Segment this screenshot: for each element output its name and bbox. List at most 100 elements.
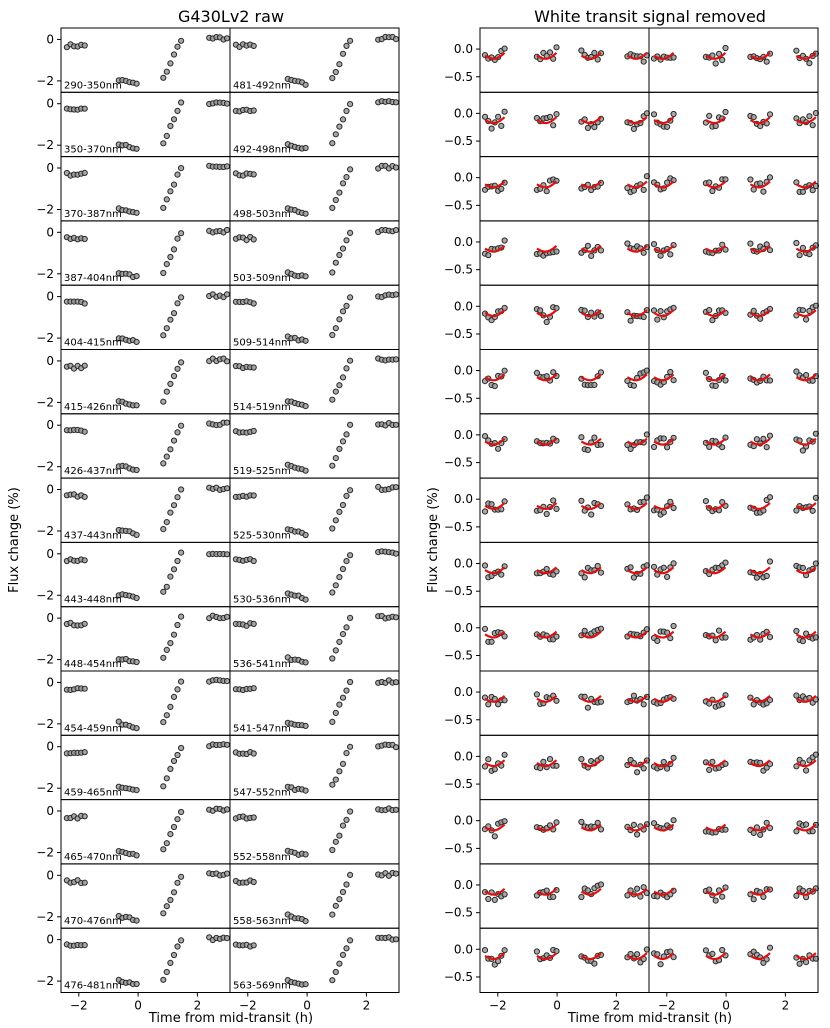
raw-panel-r7-c1: 426-437nm 0 −2 [36,413,231,479]
model-curve [653,52,675,60]
y-tick-label: 0.0 [454,749,473,763]
y-tick-label: −0.5 [444,134,473,148]
data-point [133,725,140,732]
data-point [392,744,400,751]
y-tick-label: −0.5 [444,970,473,984]
data-point [670,817,677,824]
data-point [553,762,560,769]
data-point [591,434,598,441]
data-point [170,951,178,959]
data-point [766,111,774,118]
data-point [763,241,770,248]
data-point [719,56,726,64]
model-curve [705,502,727,510]
y-tick-label: 0 [46,868,54,882]
y-tick-label: −0.5 [444,391,473,405]
data-point [702,947,710,954]
data-point [702,498,710,505]
data-point [174,943,181,950]
y-tick-label: −2 [36,588,54,602]
data-point [392,550,400,557]
data-point [329,462,336,469]
data-point [133,402,140,409]
data-point [160,204,167,211]
residual-panel-r5-c2 [648,284,820,351]
raw-panel-r9-c2: 530-536nm [229,541,400,608]
x-tick-label: 2 [194,999,202,1013]
data-point [178,165,185,172]
data-point [670,560,677,567]
model-curve [705,630,727,639]
data-point [706,766,713,774]
panel-frame [479,156,650,222]
wavelength-band-label: 465-470nm [64,852,122,863]
model-curve [484,630,506,639]
data-point [163,712,170,719]
data-point [167,640,174,647]
data-point [488,125,495,132]
data-point [174,107,181,115]
data-point [540,758,547,765]
x-tick-label: −2 [489,999,507,1013]
data-point [81,235,88,243]
data-point [643,367,651,374]
data-point [339,245,347,252]
data-point [160,846,167,853]
data-point [712,60,719,67]
data-point [339,374,347,381]
data-point [170,757,178,765]
data-point [553,697,560,704]
data-point [81,300,88,307]
data-point [578,47,585,54]
model-curve [626,952,648,961]
y-tick-label: 0.0 [454,428,473,442]
data-point [654,637,661,645]
model-curve [484,887,506,896]
model-curve [795,695,817,703]
data-point [766,432,774,439]
data-point [627,564,634,571]
wavelength-band-label: 470-476nm [64,916,122,927]
raw-panel-r13-c2: 552-558nm [229,799,400,865]
panel-frame [648,284,819,351]
data-point [578,756,585,763]
data-point [339,888,347,896]
raw-panel-r11-c2: 541-547nm [229,670,400,736]
data-point [178,359,185,366]
data-point [543,565,550,573]
model-curve [580,180,602,189]
data-point [650,443,658,451]
model-curve [749,887,771,896]
data-point [343,365,350,372]
model-curve [536,695,558,703]
model-curve [580,566,602,575]
residual-panel-r7-c1: 0.0 −0.5 [444,413,651,479]
data-point [163,261,170,268]
data-point [803,372,810,379]
data-point [160,74,167,81]
model-curve [653,759,675,768]
raw-panel-r2-c2: 492-498nm [229,91,400,158]
data-point [812,110,820,117]
model-curve [484,759,506,768]
data-point [634,885,641,892]
residual-panel-r15-c1: 0.0 −0.5 −2 0 2 [444,927,651,1013]
model-curve [580,823,602,832]
panel-frame [479,284,650,351]
wavelength-band-label: 448-454nm [64,659,122,670]
data-point [81,749,88,756]
data-point [501,751,508,758]
data-point [160,269,167,277]
data-point [178,937,185,944]
data-point [250,492,257,499]
data-point [160,526,167,533]
data-point [339,631,347,638]
model-curve [626,52,648,60]
data-point [597,369,605,376]
residual-panel-r12-c1: 0.0 −0.5 [444,734,651,801]
y-tick-label: 0.0 [454,299,473,313]
data-point [167,765,174,773]
data-point [392,356,400,363]
data-point [336,574,343,581]
right-x-axis-label: Time from mid-transit (h) [567,1011,732,1026]
